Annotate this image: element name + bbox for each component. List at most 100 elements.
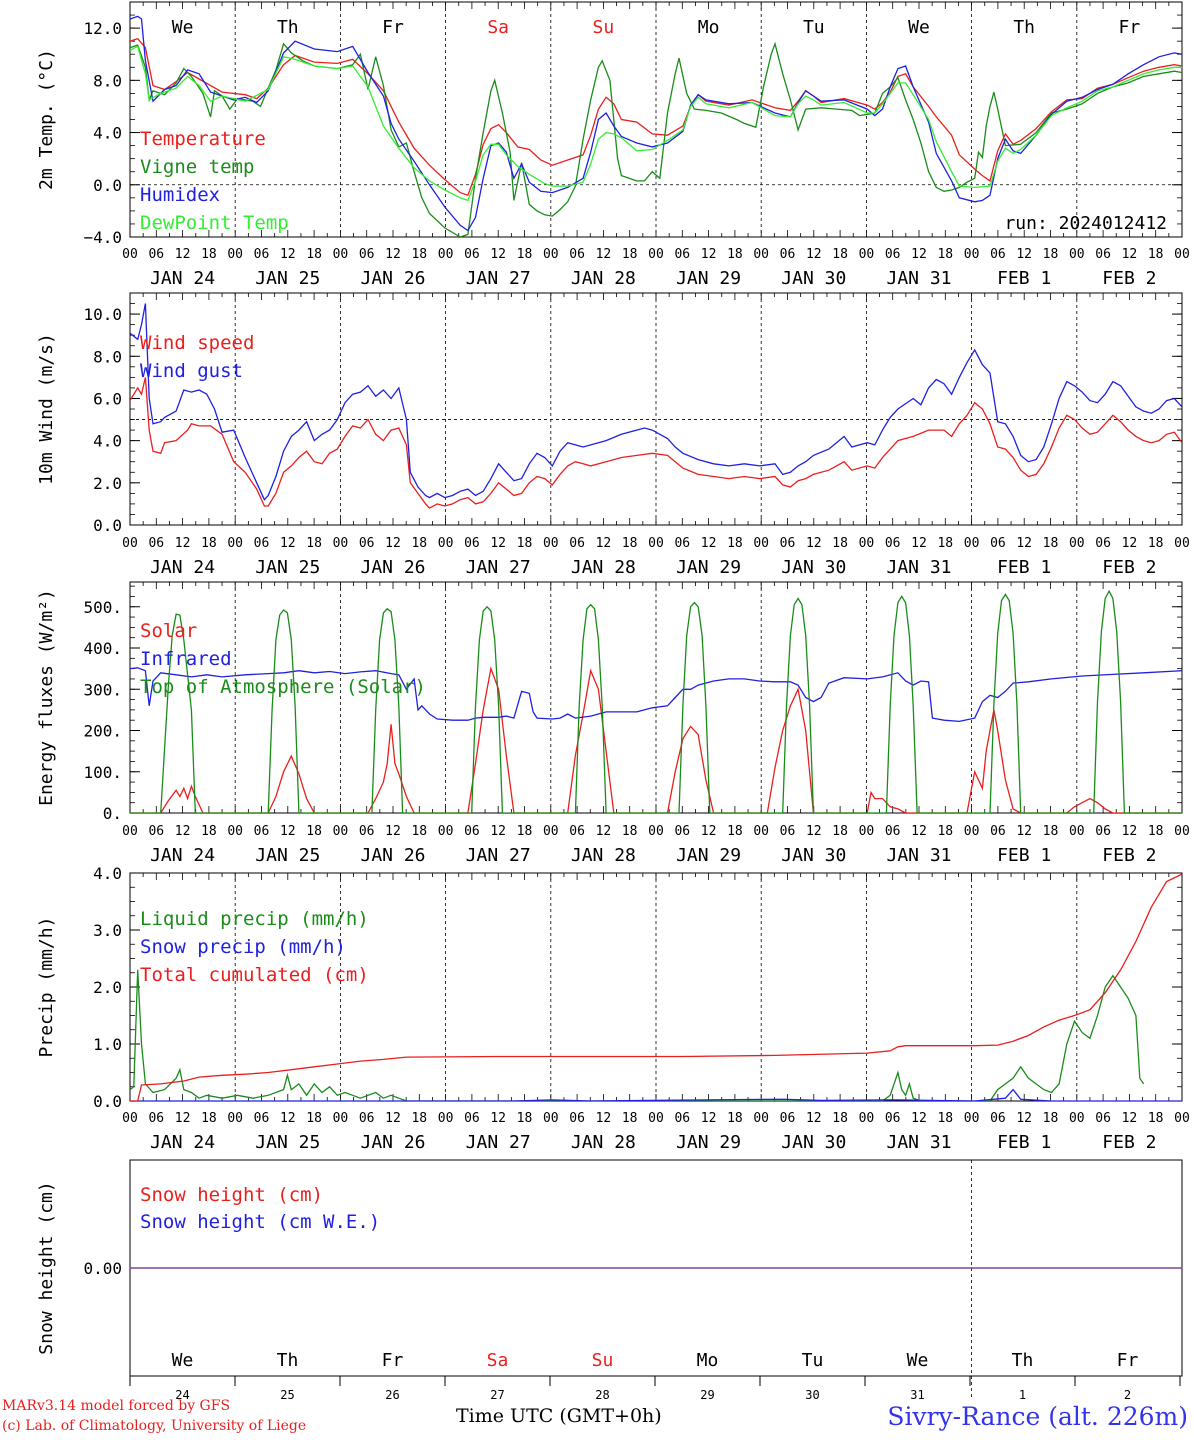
snow-legend-entry: Snow height (cm W.E.) xyxy=(140,1211,380,1233)
temp-hour-label: 12 xyxy=(806,247,822,262)
snow-weekday-label: Sa xyxy=(487,1350,509,1371)
wind-date-label: JAN 30 xyxy=(781,557,846,578)
wind-series-wind-gust xyxy=(130,303,1182,501)
temp-legend-entry: Temperature xyxy=(140,128,266,150)
wind-hour-label: 06 xyxy=(148,536,164,551)
flux-hour-label: 06 xyxy=(674,824,690,839)
flux-hour-label: 06 xyxy=(464,824,480,839)
wind-hour-label: 00 xyxy=(227,536,243,551)
temp-y-tick-label: −4.0 xyxy=(83,228,122,247)
precip-hour-label: 06 xyxy=(780,1111,796,1126)
flux-date-label: JAN 27 xyxy=(466,845,531,866)
snow-y-axis-title: Snow height (cm) xyxy=(36,1181,57,1354)
wind-date-label: JAN 31 xyxy=(886,557,951,578)
precip-hour-label: 12 xyxy=(385,1111,401,1126)
precip-hour-label: 12 xyxy=(596,1111,612,1126)
wind-hour-label: 18 xyxy=(306,536,322,551)
flux-hour-label: 18 xyxy=(306,824,322,839)
snow-legend-entry: Snow height (cm) xyxy=(140,1184,323,1206)
flux-hour-label: 06 xyxy=(780,824,796,839)
precip-legend-entry: Liquid precip (mm/h) xyxy=(140,908,369,930)
temp-y-axis-title: 2m Temp. (°C) xyxy=(36,49,57,190)
snow-day-number: 28 xyxy=(595,1388,609,1402)
top-weekday-label: Th xyxy=(1013,17,1035,38)
snow-weekday-label: Mo xyxy=(697,1350,719,1371)
flux-hour-label: 12 xyxy=(911,824,927,839)
precip-hour-label: 12 xyxy=(490,1111,506,1126)
temp-date-label: JAN 27 xyxy=(466,268,531,289)
wind-date-label: JAN 28 xyxy=(571,557,636,578)
flux-hour-label: 18 xyxy=(1148,824,1164,839)
snow-weekday-label: Su xyxy=(592,1350,614,1371)
temp-hour-label: 18 xyxy=(1043,247,1059,262)
flux-hour-label: 12 xyxy=(175,824,191,839)
flux-hour-label: 06 xyxy=(148,824,164,839)
wind-hour-label: 18 xyxy=(517,536,533,551)
flux-date-label: FEB 1 xyxy=(997,845,1051,866)
precip-hour-label: 18 xyxy=(727,1111,743,1126)
temp-hour-label: 00 xyxy=(1069,247,1085,262)
flux-hour-label: 12 xyxy=(385,824,401,839)
flux-hour-label: 18 xyxy=(937,824,953,839)
flux-hour-label: 12 xyxy=(1016,824,1032,839)
temp-date-label: JAN 29 xyxy=(676,268,741,289)
temp-hour-label: 00 xyxy=(964,247,980,262)
precip-legend-entry: Total cumulated (cm) xyxy=(140,964,369,986)
temp-hour-label: 00 xyxy=(227,247,243,262)
temp-hour-label: 18 xyxy=(517,247,533,262)
precip-hour-label: 12 xyxy=(280,1111,296,1126)
wind-hour-label: 00 xyxy=(122,536,138,551)
wind-hour-label: 00 xyxy=(1174,536,1190,551)
flux-legend-entry: Solar xyxy=(140,620,197,642)
temp-hour-label: 06 xyxy=(148,247,164,262)
wind-hour-label: 00 xyxy=(859,536,875,551)
precip-hour-label: 12 xyxy=(911,1111,927,1126)
precip-series-snow-precip-mm-h- xyxy=(130,1088,1182,1101)
snow-day-number: 2 xyxy=(1124,1388,1131,1402)
wind-hour-label: 12 xyxy=(280,536,296,551)
temp-hour-label: 12 xyxy=(175,247,191,262)
flux-hour-label: 06 xyxy=(990,824,1006,839)
flux-hour-label: 00 xyxy=(1069,824,1085,839)
wind-hour-label: 12 xyxy=(701,536,717,551)
flux-date-label: JAN 26 xyxy=(360,845,425,866)
flux-hour-label: 18 xyxy=(622,824,638,839)
top-weekday-label: Fr xyxy=(1119,17,1141,38)
flux-hour-label: 00 xyxy=(964,824,980,839)
precip-hour-label: 00 xyxy=(1069,1111,1085,1126)
snow-day-number: 31 xyxy=(910,1388,924,1402)
precip-date-label: JAN 27 xyxy=(466,1132,531,1153)
temp-date-label: JAN 26 xyxy=(360,268,425,289)
temp-hour-label: 18 xyxy=(306,247,322,262)
wind-hour-label: 12 xyxy=(385,536,401,551)
temp-hour-label: 00 xyxy=(543,247,559,262)
top-weekday-label: Tu xyxy=(803,17,825,38)
top-weekday-label: We xyxy=(908,17,930,38)
flux-date-label: JAN 31 xyxy=(886,845,951,866)
precip-hour-label: 06 xyxy=(885,1111,901,1126)
flux-hour-label: 12 xyxy=(1122,824,1138,839)
wind-hour-label: 12 xyxy=(596,536,612,551)
precip-hour-label: 18 xyxy=(1043,1111,1059,1126)
snow-weekday-label: Fr xyxy=(382,1350,404,1371)
precip-y-tick-label: 0.0 xyxy=(93,1092,122,1111)
flux-legend-entry: Infrared xyxy=(140,648,232,670)
wind-hour-label: 06 xyxy=(674,536,690,551)
snow-weekday-label: Th xyxy=(277,1350,299,1371)
precip-y-axis-title: Precip (mm/h) xyxy=(36,917,57,1058)
flux-hour-label: 18 xyxy=(517,824,533,839)
precip-date-label: JAN 28 xyxy=(571,1132,636,1153)
wind-hour-label: 00 xyxy=(753,536,769,551)
temp-hour-label: 12 xyxy=(911,247,927,262)
precip-date-label: JAN 31 xyxy=(886,1132,951,1153)
snow-day-number: 26 xyxy=(385,1388,399,1402)
precip-hour-label: 18 xyxy=(1148,1111,1164,1126)
wind-hour-label: 00 xyxy=(964,536,980,551)
precip-hour-label: 00 xyxy=(333,1111,349,1126)
top-weekday-label: Su xyxy=(593,17,615,38)
wind-date-label: JAN 27 xyxy=(466,557,531,578)
temp-hour-label: 12 xyxy=(1122,247,1138,262)
wind-hour-label: 12 xyxy=(806,536,822,551)
temp-hour-label: 06 xyxy=(780,247,796,262)
